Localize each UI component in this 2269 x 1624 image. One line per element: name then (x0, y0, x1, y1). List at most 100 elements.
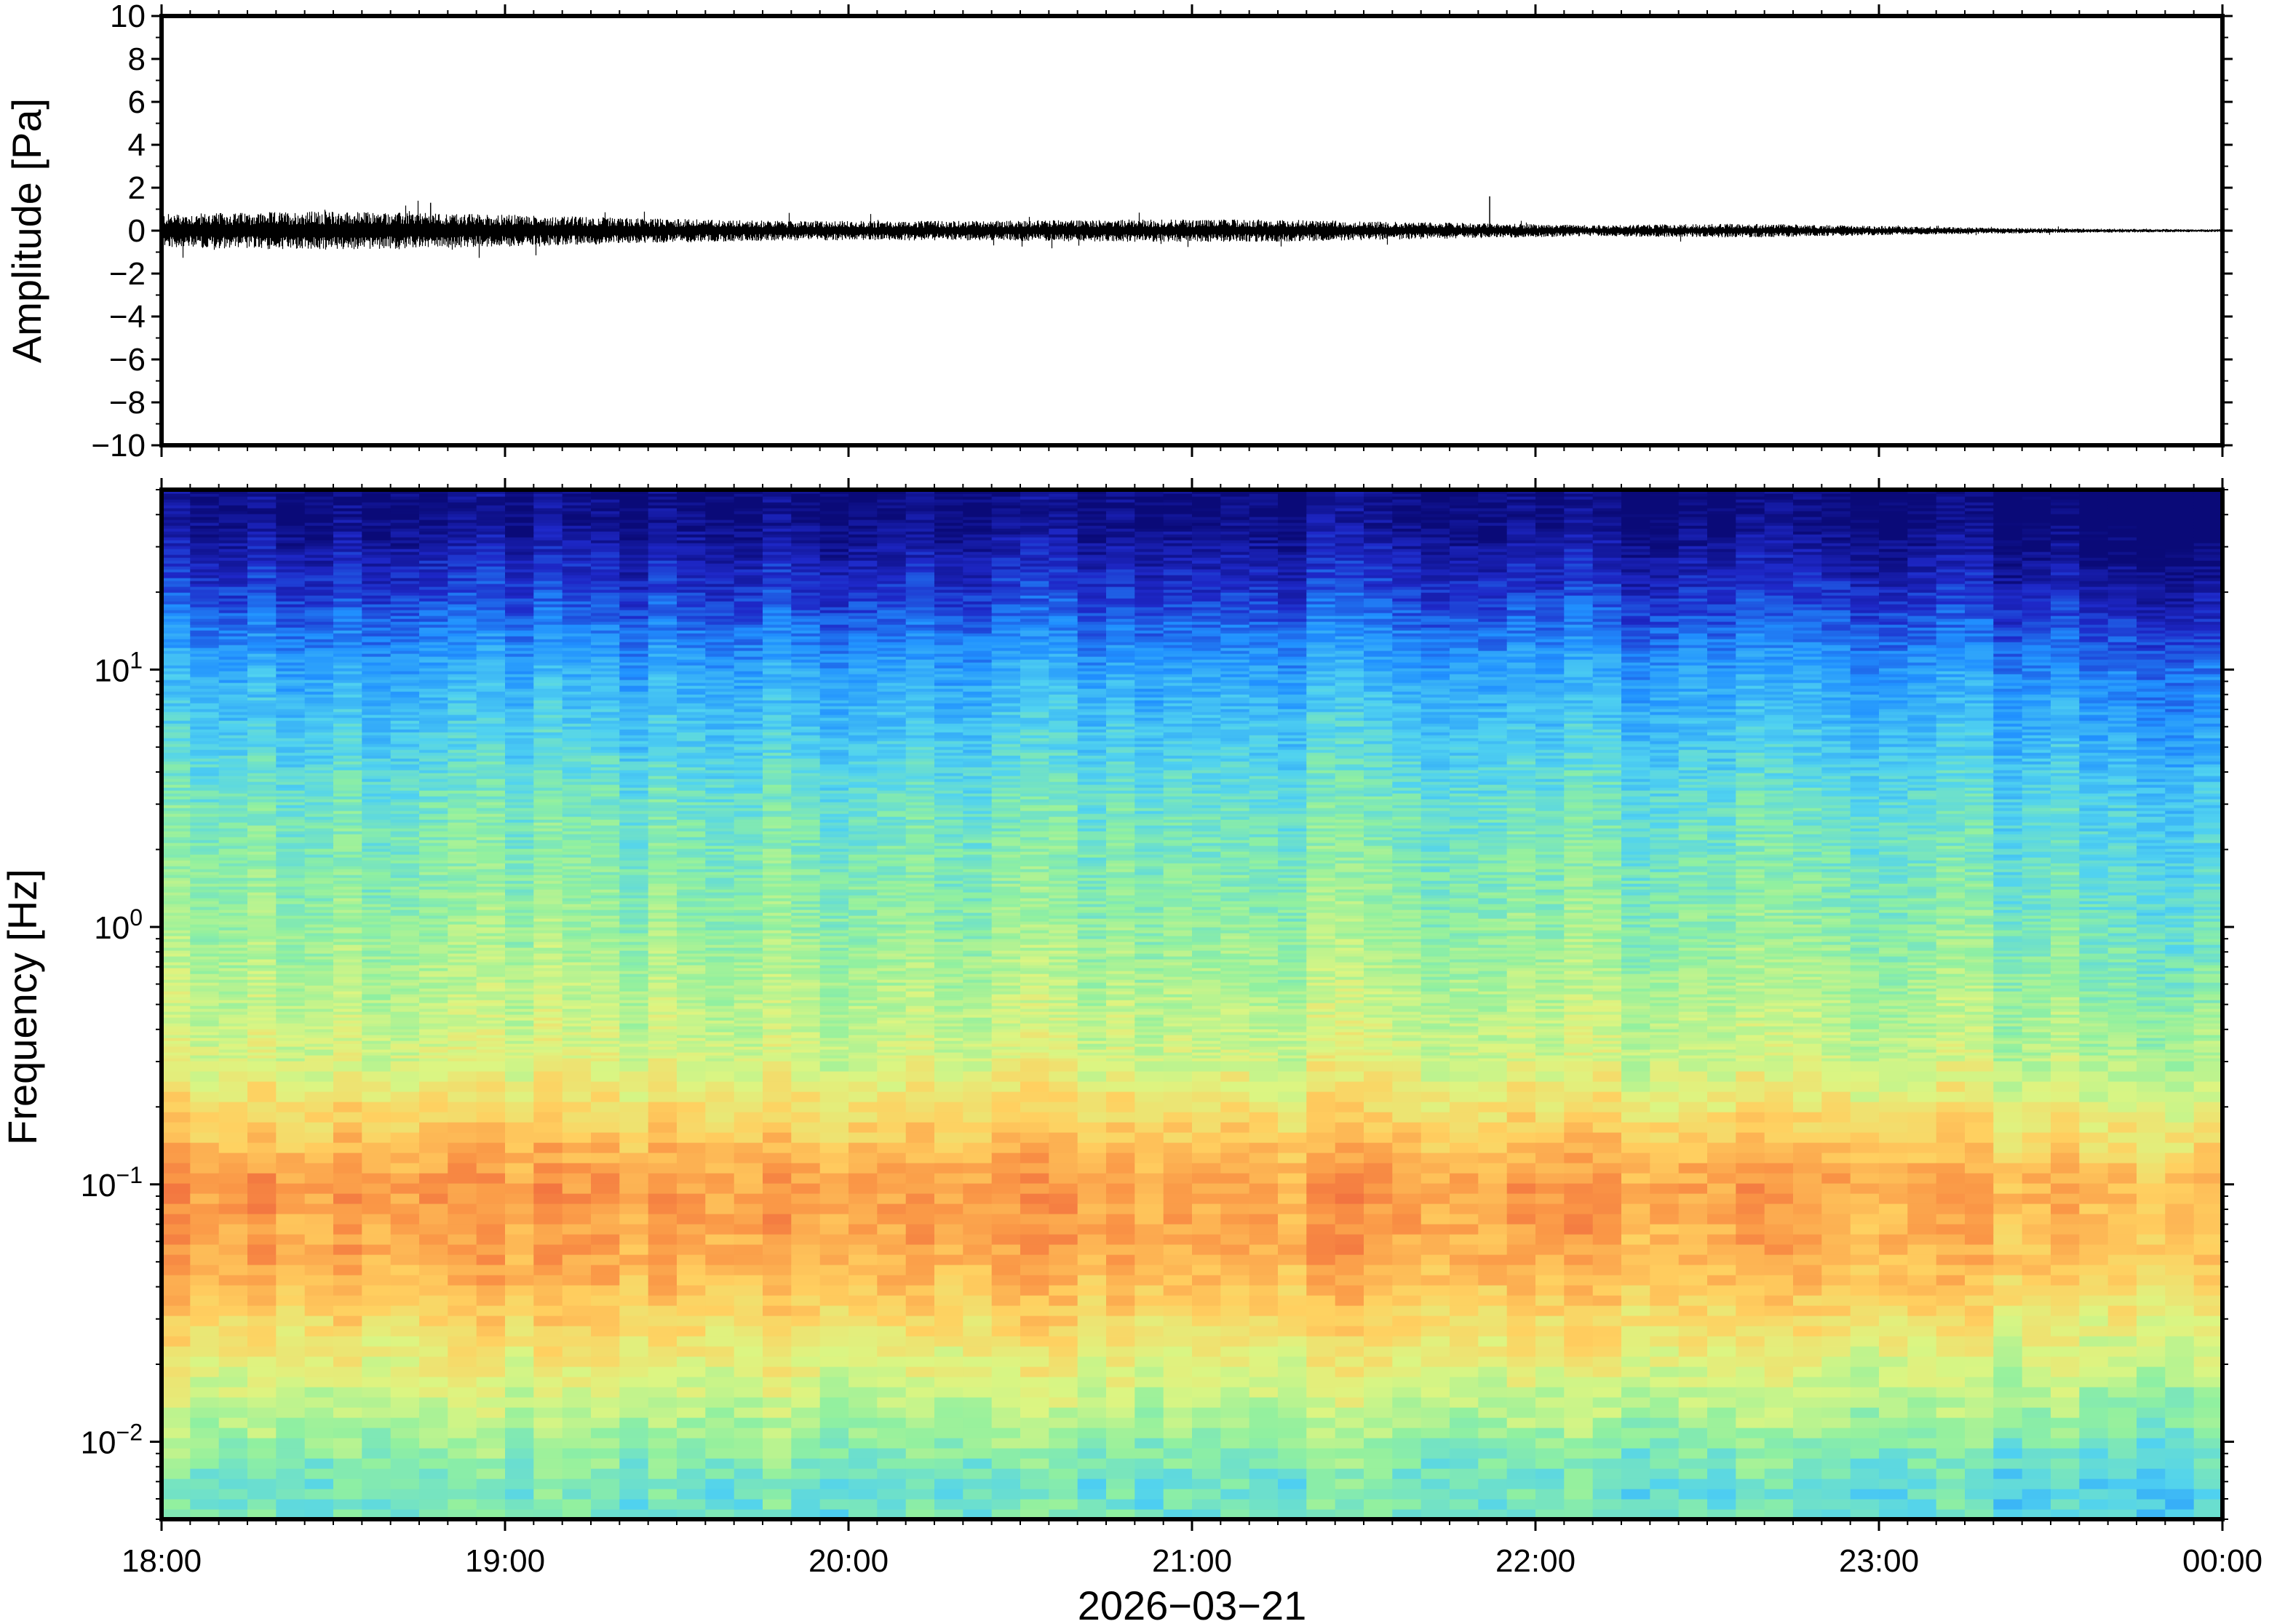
spectrogram-cell (619, 749, 649, 753)
spectrogram-cell (648, 1183, 677, 1194)
spectrogram-cell (562, 1055, 592, 1059)
spectrogram-cell (304, 1061, 334, 1072)
spectrogram-cell (448, 735, 477, 739)
spectrogram-cell (276, 560, 306, 564)
spectrogram-cell (333, 621, 363, 625)
spectrogram-cell (448, 1112, 477, 1123)
spectrogram-cell (677, 845, 707, 849)
spectrogram-cell (333, 642, 363, 645)
spectrogram-cell (162, 866, 191, 869)
spectrogram-cell (591, 601, 621, 605)
spectrogram-cell (648, 653, 677, 657)
spectrogram-cell (476, 918, 506, 922)
spectrogram-cell (533, 554, 563, 558)
spectrogram-cell (591, 569, 621, 573)
spectrogram-cell (677, 493, 707, 497)
spectrogram-cell (247, 962, 277, 966)
spectrogram-cell (333, 784, 363, 788)
spectrogram-cell (333, 557, 363, 561)
spectrogram-cell (705, 650, 735, 654)
spectrogram-cell (562, 1011, 592, 1015)
spectrogram-cell (218, 793, 248, 797)
spectrogram-cell (448, 525, 477, 529)
spectrogram-cell (190, 1397, 220, 1408)
spectrogram-cell (390, 557, 420, 561)
spectrogram-cell (591, 825, 621, 829)
spectrogram-cell (362, 747, 392, 750)
spectrogram-cell (476, 1153, 506, 1163)
spectrogram-cell (476, 953, 506, 957)
spectrogram-cell (333, 1163, 363, 1174)
spectrogram-cell (218, 528, 248, 532)
spectrogram-cell (247, 834, 277, 837)
spectrogram-cell (218, 1102, 248, 1112)
spectrogram-cell (304, 1173, 334, 1184)
spectrogram-cell (705, 1295, 735, 1306)
spectrogram-cell (619, 732, 649, 736)
spectrogram-cell (276, 1448, 306, 1459)
spectrogram-cell (247, 1377, 277, 1388)
spectrogram-cell (190, 1011, 220, 1015)
spectrogram-cell (218, 784, 248, 788)
spectrogram-cell (247, 1428, 277, 1438)
spectrogram-cell (619, 843, 649, 846)
spectrogram-cell (619, 537, 649, 541)
spectrogram-cell (533, 749, 563, 753)
spectrogram-cell (505, 1407, 535, 1418)
spectrogram-cell (390, 886, 420, 890)
spectrogram-cell (333, 747, 363, 750)
spectrogram-cell (648, 1006, 677, 1009)
spectrogram-cell (705, 962, 735, 966)
spectrogram-cell (276, 1112, 306, 1123)
spectrogram-cell (591, 738, 621, 741)
spectrogram-cell (276, 1003, 306, 1006)
spectrogram-cell (390, 700, 420, 704)
spectrogram-cell (276, 843, 306, 846)
spectrogram-cell (390, 665, 420, 669)
spectrogram-cell (162, 1052, 191, 1056)
spectrogram-cell (276, 723, 306, 727)
spectrogram-cell (648, 601, 677, 605)
spectrogram-cell (390, 1023, 420, 1027)
spectrogram-cell (162, 808, 191, 811)
spectrogram-cell (333, 1183, 363, 1194)
spectrogram-cell (162, 717, 191, 721)
spectrogram-cell (419, 1032, 449, 1035)
spectrogram-cell (533, 630, 563, 634)
spectrogram-cell (591, 994, 621, 998)
spectrogram-cell (333, 863, 363, 867)
spectrogram-cell (705, 901, 735, 904)
spectrogram-cell (476, 1346, 506, 1357)
spectrogram-cell (162, 1023, 191, 1027)
spectrogram-cell (677, 1336, 707, 1347)
spectrogram-cell (190, 566, 220, 570)
spectrogram-cell (705, 752, 735, 756)
spectrogram-cell (677, 787, 707, 791)
spectrogram-cell (562, 808, 592, 811)
spectrogram-cell (448, 936, 477, 939)
spectrogram-cell (448, 816, 477, 820)
spectrogram-cell (419, 1040, 449, 1044)
spectrogram-cell (390, 668, 420, 672)
spectrogram-cell (476, 572, 506, 576)
spectrogram-cell (448, 1489, 477, 1500)
spectrogram-cell (419, 811, 449, 814)
spectrogram-cell (190, 668, 220, 672)
spectrogram-cell (677, 578, 707, 581)
spectrogram-cell (362, 909, 392, 913)
spectrogram-cell (276, 939, 306, 942)
spectrogram-cell (677, 1265, 707, 1275)
spectrogram-cell (362, 604, 392, 608)
spectrogram-cell (591, 1017, 621, 1021)
spectrogram-cell (619, 773, 649, 776)
spectrogram-cell (533, 633, 563, 637)
spectrogram-cell (390, 671, 420, 674)
spectrogram-cell (533, 752, 563, 756)
spectrogram-cell (505, 1428, 535, 1438)
spectrogram-cell (476, 1428, 506, 1438)
spectrogram-cell (190, 738, 220, 741)
spectrogram-cell (705, 921, 735, 925)
spectrogram-cell (448, 886, 477, 890)
spectrogram-cell (276, 1020, 306, 1024)
spectrogram-cell (218, 642, 248, 645)
